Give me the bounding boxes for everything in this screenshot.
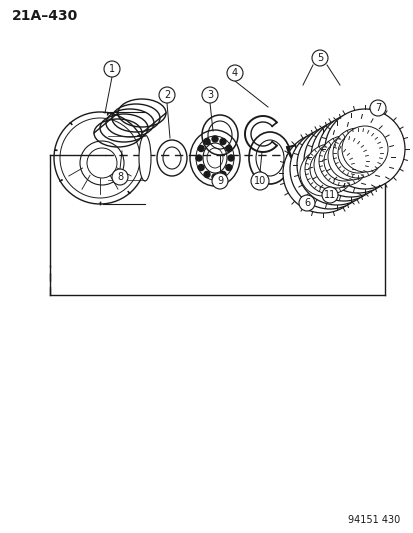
Text: 21A–430: 21A–430 <box>12 9 78 23</box>
Circle shape <box>250 172 268 190</box>
Ellipse shape <box>341 126 387 172</box>
Ellipse shape <box>318 136 368 186</box>
Circle shape <box>211 174 218 180</box>
Circle shape <box>159 87 175 103</box>
Text: 10: 10 <box>253 176 266 186</box>
Circle shape <box>204 172 209 177</box>
Circle shape <box>228 155 233 161</box>
Circle shape <box>112 169 128 185</box>
Ellipse shape <box>323 141 363 181</box>
Circle shape <box>198 146 204 151</box>
Ellipse shape <box>304 144 354 194</box>
Circle shape <box>225 165 231 171</box>
Circle shape <box>225 146 231 151</box>
Ellipse shape <box>139 135 151 181</box>
Text: 5: 5 <box>316 53 322 63</box>
Circle shape <box>219 139 225 144</box>
Circle shape <box>204 139 209 144</box>
Text: 7: 7 <box>374 103 380 113</box>
Ellipse shape <box>324 109 404 189</box>
Text: 11: 11 <box>323 190 335 200</box>
Ellipse shape <box>299 150 345 196</box>
Circle shape <box>321 187 337 203</box>
Ellipse shape <box>317 113 397 193</box>
Ellipse shape <box>332 128 382 178</box>
Ellipse shape <box>337 133 377 173</box>
Text: 1: 1 <box>109 64 115 74</box>
Text: 2: 2 <box>164 90 170 100</box>
Circle shape <box>369 100 385 116</box>
Text: 4: 4 <box>231 68 237 78</box>
Circle shape <box>195 155 202 161</box>
Ellipse shape <box>310 117 390 197</box>
Text: 6: 6 <box>303 198 309 208</box>
Ellipse shape <box>296 125 376 205</box>
Circle shape <box>104 61 120 77</box>
Ellipse shape <box>289 129 369 209</box>
Ellipse shape <box>282 133 362 213</box>
Circle shape <box>211 136 218 142</box>
Circle shape <box>298 195 314 211</box>
Ellipse shape <box>327 134 373 180</box>
Circle shape <box>202 87 218 103</box>
Circle shape <box>219 172 225 177</box>
Ellipse shape <box>313 142 359 188</box>
Circle shape <box>226 65 242 81</box>
Circle shape <box>211 173 228 189</box>
Text: 9: 9 <box>216 176 223 186</box>
Text: 3: 3 <box>206 90 213 100</box>
Ellipse shape <box>303 121 383 201</box>
Text: 94151 430: 94151 430 <box>347 515 399 525</box>
Text: 8: 8 <box>116 172 123 182</box>
Circle shape <box>311 50 327 66</box>
Ellipse shape <box>309 149 349 189</box>
Circle shape <box>198 165 204 171</box>
